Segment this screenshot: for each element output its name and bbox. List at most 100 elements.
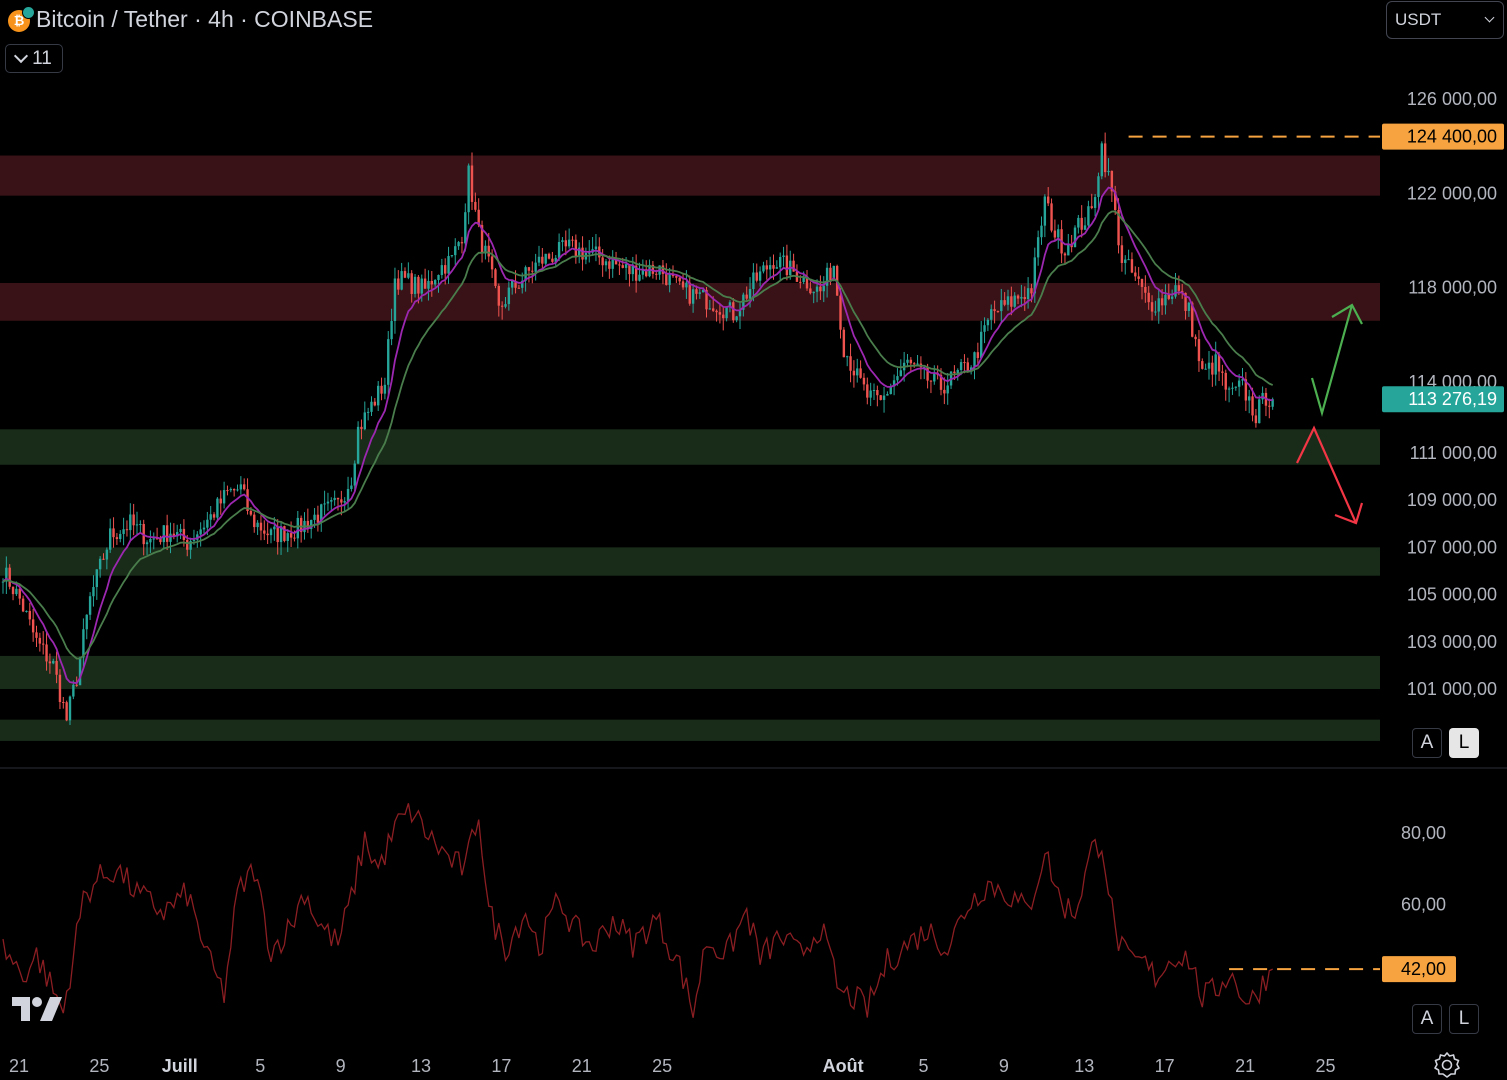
candle-body xyxy=(155,538,159,540)
candle-body xyxy=(849,356,852,371)
candle-body xyxy=(825,267,829,286)
candle-body xyxy=(239,484,243,490)
candle-body xyxy=(5,567,8,582)
candle-body xyxy=(772,265,775,269)
candle-body xyxy=(1194,336,1197,340)
candle-body xyxy=(1164,294,1167,306)
candle-body xyxy=(929,380,933,382)
time-axis[interactable]: 21 25 Juill 5 9 13 17 21 25 Août 5 9 13 17 21 25 xyxy=(9,1056,1336,1076)
candle-body xyxy=(273,526,276,530)
oscillator-marker-label: 42,00 xyxy=(1401,959,1446,979)
candle-body xyxy=(229,489,232,491)
candle-body xyxy=(377,385,380,406)
candle-body xyxy=(85,614,88,630)
candle-body xyxy=(363,412,366,430)
candle-body xyxy=(28,610,31,620)
oscillator-tick-label: 60,00 xyxy=(1401,895,1446,915)
candle-body xyxy=(393,278,397,322)
candle-body xyxy=(1114,191,1117,210)
candle-body xyxy=(75,684,78,686)
candle-body xyxy=(708,308,712,310)
candle-body xyxy=(946,385,949,394)
symbol-title[interactable]: Bitcoin / Tether · 4h · COINBASE xyxy=(8,5,373,33)
candle-body xyxy=(1124,259,1127,263)
price-tick-label: 111 000,00 xyxy=(1410,443,1497,463)
candle-body xyxy=(802,276,805,283)
candle-body xyxy=(219,498,222,504)
candle-body xyxy=(8,567,11,587)
candle-body xyxy=(380,385,383,394)
tradingview-logo-icon[interactable] xyxy=(12,995,62,1023)
candle-body xyxy=(1057,229,1060,238)
candle-body xyxy=(1043,196,1047,226)
candle-body xyxy=(115,537,119,540)
candle-body xyxy=(92,587,95,597)
time-tick-label: 21 xyxy=(1235,1056,1255,1076)
candle-body xyxy=(500,305,504,307)
candle-body xyxy=(909,359,913,364)
candle-body xyxy=(243,484,246,490)
candle-body xyxy=(226,490,229,492)
candle-body xyxy=(82,629,85,658)
oscillator-auto-scale-button[interactable]: A xyxy=(1412,1004,1442,1034)
oscillator-log-scale-button[interactable]: L xyxy=(1449,1004,1479,1034)
candle-body xyxy=(933,373,936,382)
candle-body xyxy=(1033,257,1036,294)
candle-body xyxy=(1227,388,1231,390)
bearish-scenario-arrow xyxy=(1296,425,1358,524)
candle-body xyxy=(55,660,58,675)
indicators-toggle[interactable]: 11 xyxy=(5,44,63,73)
ema-20-line xyxy=(2,210,1274,660)
bearish-arrow-head xyxy=(1334,502,1364,525)
candle-body xyxy=(1023,297,1026,300)
candle-body xyxy=(765,265,768,270)
candle-body xyxy=(102,558,105,560)
chevron-down-icon xyxy=(1484,12,1495,23)
candle-body xyxy=(45,644,48,662)
candle-body xyxy=(1150,302,1154,312)
candle-body xyxy=(886,394,889,396)
candle-body xyxy=(1147,292,1150,303)
currency-select[interactable]: USDT xyxy=(1386,1,1504,39)
candle-body xyxy=(266,533,269,536)
candle-body xyxy=(88,596,92,615)
candle-body xyxy=(896,376,899,381)
candle-body xyxy=(688,282,691,304)
candle-body xyxy=(387,339,390,385)
chevron-down-icon xyxy=(14,48,29,64)
candle-body xyxy=(437,275,440,281)
candle-body xyxy=(313,514,316,520)
candle-body xyxy=(1003,300,1006,305)
candle-body xyxy=(494,269,497,286)
candle-body xyxy=(18,588,21,599)
candle-body xyxy=(340,499,343,503)
price-tick-label: 107 000,00 xyxy=(1407,537,1497,557)
candle-body xyxy=(705,289,708,310)
candle-body xyxy=(263,530,266,534)
settings-gear-icon[interactable] xyxy=(1434,1052,1460,1078)
candle-body xyxy=(1036,237,1040,258)
candle-body xyxy=(176,532,179,537)
candle-body xyxy=(1087,206,1090,226)
candle-body xyxy=(829,267,832,281)
candle-body xyxy=(1201,361,1204,369)
candle-body xyxy=(232,489,236,491)
auto-scale-button[interactable]: A xyxy=(1412,728,1442,758)
candle-body xyxy=(249,511,253,515)
candle-body xyxy=(1097,176,1100,198)
candle-body xyxy=(1083,225,1087,230)
candle-body xyxy=(856,368,859,376)
candle-body xyxy=(1231,387,1234,389)
log-scale-button[interactable]: L xyxy=(1449,728,1479,758)
candle-body xyxy=(1197,339,1201,362)
candle-body xyxy=(1000,300,1003,312)
candle-body xyxy=(383,384,387,394)
candle-body xyxy=(209,514,212,520)
candle-body xyxy=(812,291,815,294)
candle-body xyxy=(745,294,748,299)
candle-body xyxy=(541,256,544,264)
candle-body xyxy=(25,610,28,612)
candle-body xyxy=(544,253,547,264)
